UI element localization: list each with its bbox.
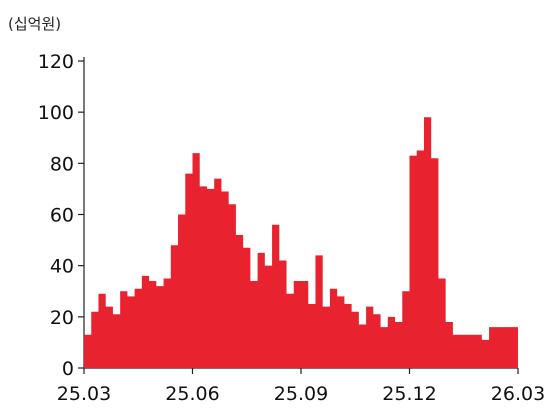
y-tick-label: 0	[62, 358, 74, 380]
y-tick-label: 20	[50, 307, 74, 329]
y-tick-label: 60	[50, 205, 74, 227]
y-axis: 0 20 40 60 80 100 120	[38, 51, 85, 380]
series-area-0	[84, 117, 518, 369]
x-tick-label: 26.03	[491, 383, 545, 405]
y-tick-label: 120	[38, 51, 74, 73]
x-axis: 25.03 25.06 25.09 25.12 26.03	[57, 367, 545, 405]
y-tick-label: 40	[50, 256, 74, 278]
plot-area	[84, 117, 518, 369]
y-tick-label: 80	[50, 153, 74, 175]
x-tick-label: 25.12	[382, 383, 436, 405]
x-tick-label: 25.09	[274, 383, 328, 405]
x-tick-label: 25.03	[57, 383, 111, 405]
x-tick-label: 25.06	[165, 383, 219, 405]
unit-label: (십억원)	[8, 15, 61, 33]
y-tick-label: 100	[38, 102, 74, 124]
